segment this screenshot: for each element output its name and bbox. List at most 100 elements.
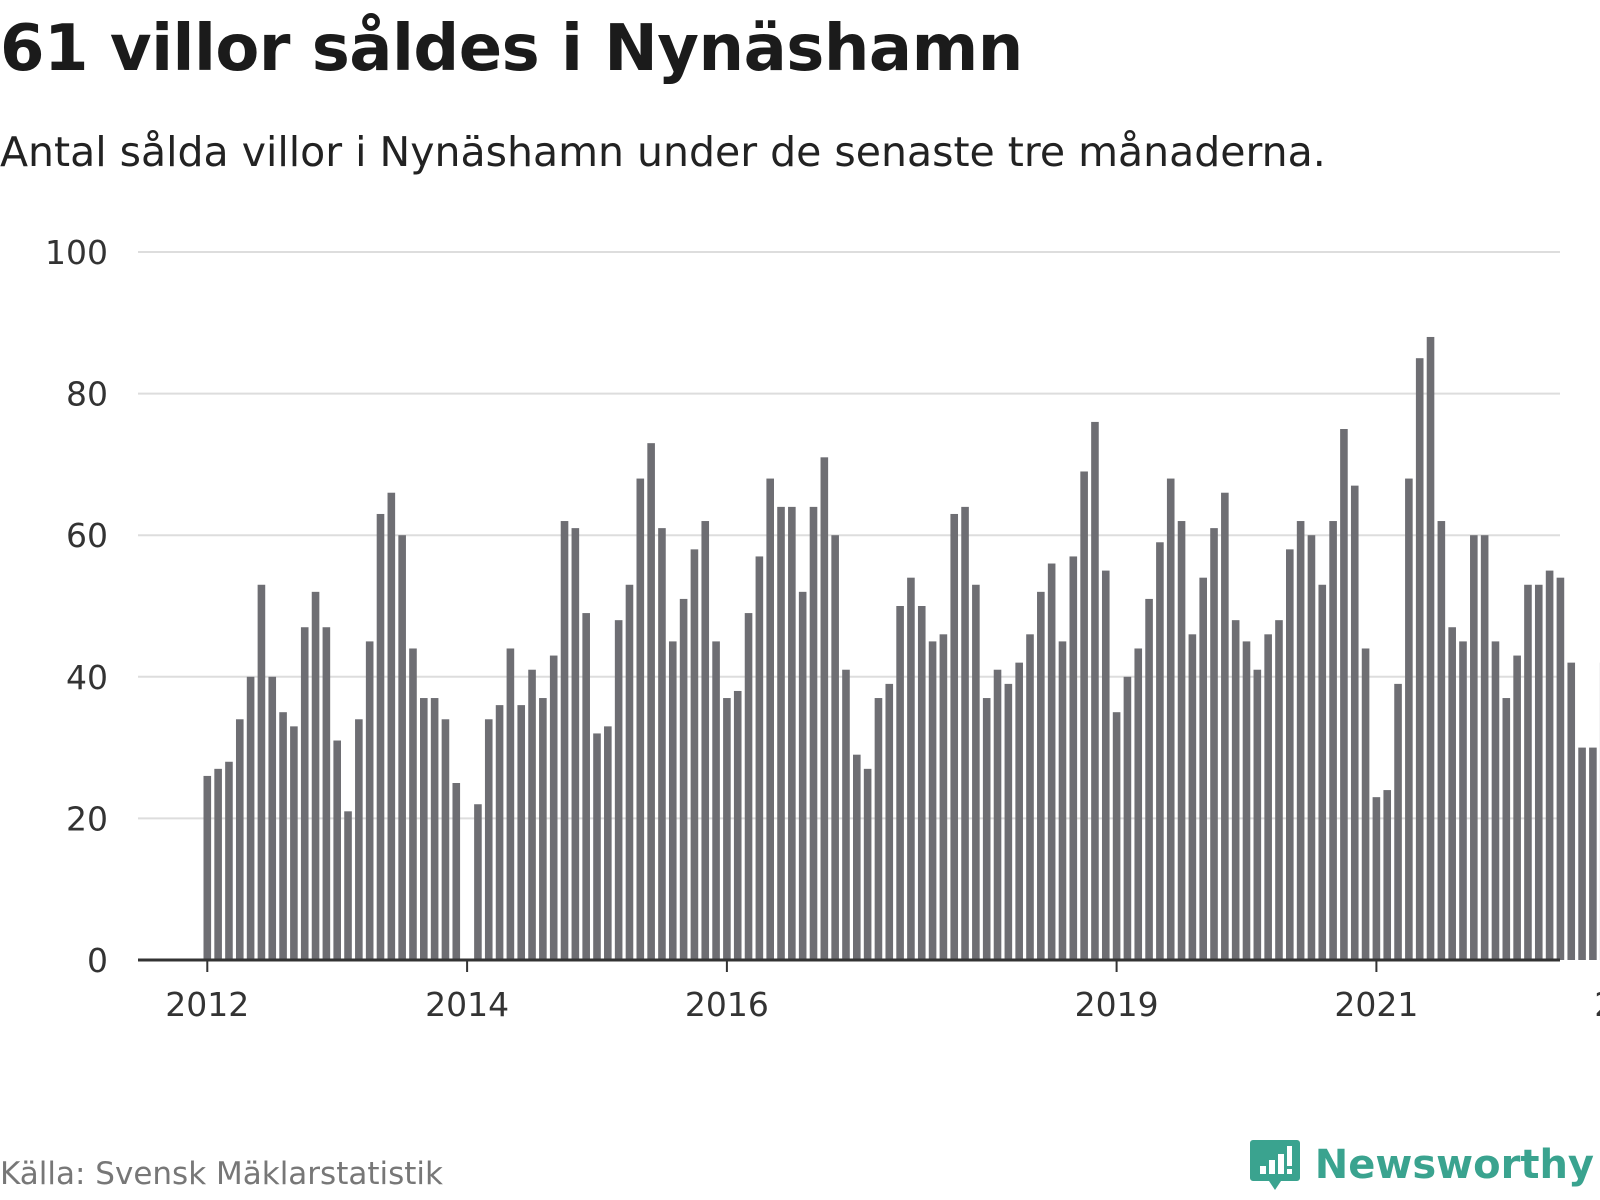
bar <box>961 506 969 960</box>
bar <box>1513 655 1521 960</box>
brand-name: Newsworthy <box>1314 1142 1594 1188</box>
x-tick-label-2016: 2016 <box>685 985 769 1024</box>
bar <box>1286 549 1294 960</box>
bar <box>235 719 244 960</box>
bar <box>907 577 915 960</box>
x-tick-label-2021: 2021 <box>1334 985 1418 1024</box>
source-note: Källa: Svensk Mäklarstatistik <box>0 1156 443 1192</box>
bar <box>658 528 666 960</box>
chart-title: 61 villor såldes i Nynäshamn <box>0 12 1023 86</box>
bar <box>1253 669 1262 960</box>
bar <box>668 641 677 960</box>
bar <box>1015 662 1023 960</box>
bar <box>593 733 601 960</box>
bar <box>1578 747 1586 960</box>
bar <box>311 591 320 960</box>
bar <box>982 698 991 960</box>
bar <box>1145 598 1153 960</box>
bar <box>874 698 883 960</box>
brand-logo[interactable]: Newsworthy <box>1249 1138 1594 1192</box>
bar <box>820 457 829 960</box>
bar <box>723 698 731 960</box>
bar <box>1534 584 1543 960</box>
bar <box>993 669 1002 960</box>
bar <box>1275 620 1283 960</box>
bar <box>679 598 688 960</box>
bar <box>1545 570 1554 960</box>
bar <box>430 698 439 960</box>
bar <box>452 783 461 960</box>
bar <box>474 804 482 960</box>
bar <box>1058 641 1067 960</box>
bar <box>1199 577 1207 960</box>
x-tick-label-2019: 2019 <box>1075 985 1159 1024</box>
bar <box>1491 641 1500 960</box>
bar <box>1123 676 1132 960</box>
bar <box>939 634 948 960</box>
bar <box>863 768 872 960</box>
bar <box>1296 521 1305 960</box>
bar <box>279 712 287 960</box>
x-tick-label-2012: 2012 <box>165 985 249 1024</box>
y-tick-label-80: 80 <box>66 375 108 414</box>
bar <box>1556 577 1565 960</box>
bar <box>1329 521 1337 960</box>
bar <box>1361 648 1370 960</box>
bar <box>290 726 298 960</box>
bar <box>1242 641 1251 960</box>
bar <box>517 705 526 960</box>
bar <box>1156 542 1164 960</box>
bar <box>268 676 277 960</box>
bar <box>831 535 839 960</box>
bar <box>344 811 352 960</box>
bar <box>333 740 341 960</box>
bar <box>1026 634 1034 960</box>
bar <box>798 591 807 960</box>
bar <box>387 492 396 960</box>
bar <box>560 521 569 960</box>
newsworthy-logo-icon <box>1249 1140 1300 1190</box>
bar <box>701 521 710 960</box>
bar <box>300 627 309 960</box>
chart-subtitle: Antal sålda villor i Nynäshamn under de … <box>0 128 1326 176</box>
bar <box>506 648 515 960</box>
bar <box>636 478 645 960</box>
bar <box>1448 627 1456 960</box>
bar <box>755 556 764 960</box>
bar <box>1231 620 1240 960</box>
bar <box>744 613 753 960</box>
bar <box>495 705 504 960</box>
bar <box>322 627 331 960</box>
bar <box>409 648 417 960</box>
bar <box>1394 683 1402 960</box>
bar <box>1307 535 1316 960</box>
y-tick-label-0: 0 <box>87 941 108 980</box>
bar <box>214 768 222 960</box>
bar <box>203 775 212 960</box>
bar <box>1221 492 1229 960</box>
bar <box>885 683 894 960</box>
bar <box>398 535 406 960</box>
y-tick-label-60: 60 <box>66 516 108 555</box>
bar <box>1502 698 1511 960</box>
bar <box>571 528 580 960</box>
bar <box>788 506 796 960</box>
bar <box>376 513 385 960</box>
bar <box>1210 528 1218 960</box>
bar <box>842 669 850 960</box>
bar <box>1437 521 1446 960</box>
bar <box>1567 662 1576 960</box>
bar <box>1470 535 1478 960</box>
bar <box>1372 797 1381 960</box>
bar <box>690 549 699 960</box>
bar <box>1047 563 1056 960</box>
bar <box>928 641 937 960</box>
bar <box>1037 591 1045 960</box>
bar <box>1459 641 1467 960</box>
bar <box>1080 471 1088 960</box>
bar <box>1112 712 1121 960</box>
bar <box>355 719 363 960</box>
bar <box>582 613 590 960</box>
bar <box>257 584 266 960</box>
bar <box>1134 648 1143 960</box>
